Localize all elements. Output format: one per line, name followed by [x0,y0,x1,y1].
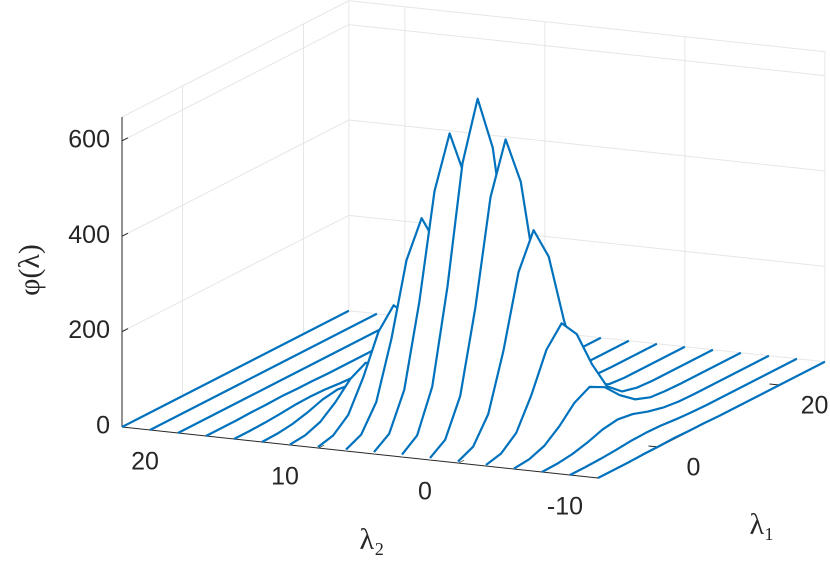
z-axis-label: φ(λ) [13,244,46,296]
box-edge [348,0,825,53]
z-tick-label: 600 [68,125,110,153]
y-tick [457,459,465,464]
z-tick-label: 400 [68,221,110,249]
waterfall-line [177,315,406,434]
hidden-fill [430,139,657,460]
grid-line [348,119,825,172]
z-tick [121,328,129,333]
z-tick [121,232,129,237]
hidden-fill [542,355,769,472]
hidden-fill [374,133,601,454]
x-tick-label: 20 [801,392,829,420]
hidden-fill [514,352,741,469]
z-tick-label: 0 [96,412,110,440]
waterfall-line [569,357,798,476]
y-tick-label: 10 [271,463,299,491]
hidden-fill [402,98,629,457]
x-axis-label: λ₁ [749,508,774,541]
grid-line [121,214,350,333]
waterfall-line [485,322,714,466]
waterfall-line [121,309,350,428]
z-tick-label: 200 [68,316,110,344]
grid-line [348,214,825,267]
y-axis [121,426,599,479]
z-tick [121,137,129,142]
y-tick-label: -10 [547,493,583,521]
x-tick-label: 0 [687,454,701,482]
grid-line [121,24,350,142]
y-tick-label: 0 [418,478,432,506]
grid-line [121,119,350,237]
waterfall-line [597,360,826,479]
y-tick-label: 20 [131,448,159,476]
waterfall-line [513,351,742,470]
grid-line [348,24,825,77]
box-edge [121,0,350,118]
waterfall-line [541,354,770,473]
surface [121,97,826,479]
waterfall-line [149,312,378,431]
y-axis-label: λ₂ [359,523,384,556]
